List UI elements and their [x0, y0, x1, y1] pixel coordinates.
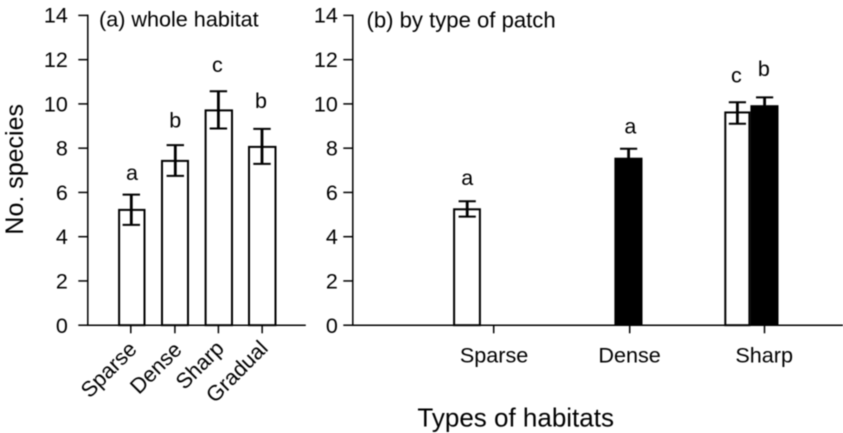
svg-text:2: 2 [56, 270, 68, 294]
svg-text:12: 12 [44, 48, 68, 72]
svg-text:4: 4 [56, 225, 68, 249]
svg-text:Sharp: Sharp [735, 342, 793, 367]
svg-text:a: a [461, 166, 473, 190]
svg-text:0: 0 [56, 314, 68, 338]
svg-text:Types of habitats: Types of habitats [417, 402, 614, 432]
svg-text:10: 10 [314, 92, 338, 116]
svg-text:c: c [731, 64, 742, 88]
svg-text:4: 4 [326, 225, 338, 249]
svg-text:a: a [624, 115, 636, 139]
svg-text:0: 0 [326, 314, 338, 338]
svg-text:14: 14 [314, 3, 338, 27]
svg-text:Sparse: Sparse [460, 342, 528, 367]
svg-text:12: 12 [314, 48, 338, 72]
svg-text:2: 2 [326, 270, 338, 294]
svg-text:8: 8 [326, 137, 338, 161]
svg-text:(b) by type of patch: (b) by type of patch [367, 7, 556, 32]
svg-text:b: b [758, 57, 770, 81]
svg-text:(a) whole habitat: (a) whole habitat [99, 7, 259, 32]
svg-text:10: 10 [44, 92, 68, 116]
svg-text:b: b [169, 108, 181, 132]
svg-text:6: 6 [56, 181, 68, 205]
svg-text:14: 14 [44, 3, 68, 27]
svg-text:c: c [212, 53, 223, 77]
svg-text:Dense: Dense [598, 342, 660, 367]
svg-text:b: b [255, 89, 267, 113]
svg-text:6: 6 [326, 181, 338, 205]
svg-text:8: 8 [56, 137, 68, 161]
svg-text:a: a [126, 161, 138, 185]
svg-text:No. species: No. species [1, 104, 29, 235]
